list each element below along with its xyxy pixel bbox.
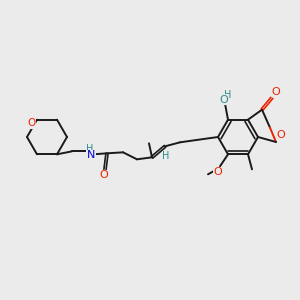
Text: H: H — [86, 144, 94, 154]
Text: O: O — [100, 170, 108, 180]
Text: O: O — [214, 167, 222, 177]
Text: O: O — [27, 118, 35, 128]
Text: H: H — [162, 151, 170, 161]
Text: O: O — [272, 87, 280, 97]
Text: O: O — [277, 130, 285, 140]
Text: N: N — [87, 150, 95, 160]
Text: H: H — [224, 90, 232, 100]
Text: O: O — [220, 95, 228, 105]
